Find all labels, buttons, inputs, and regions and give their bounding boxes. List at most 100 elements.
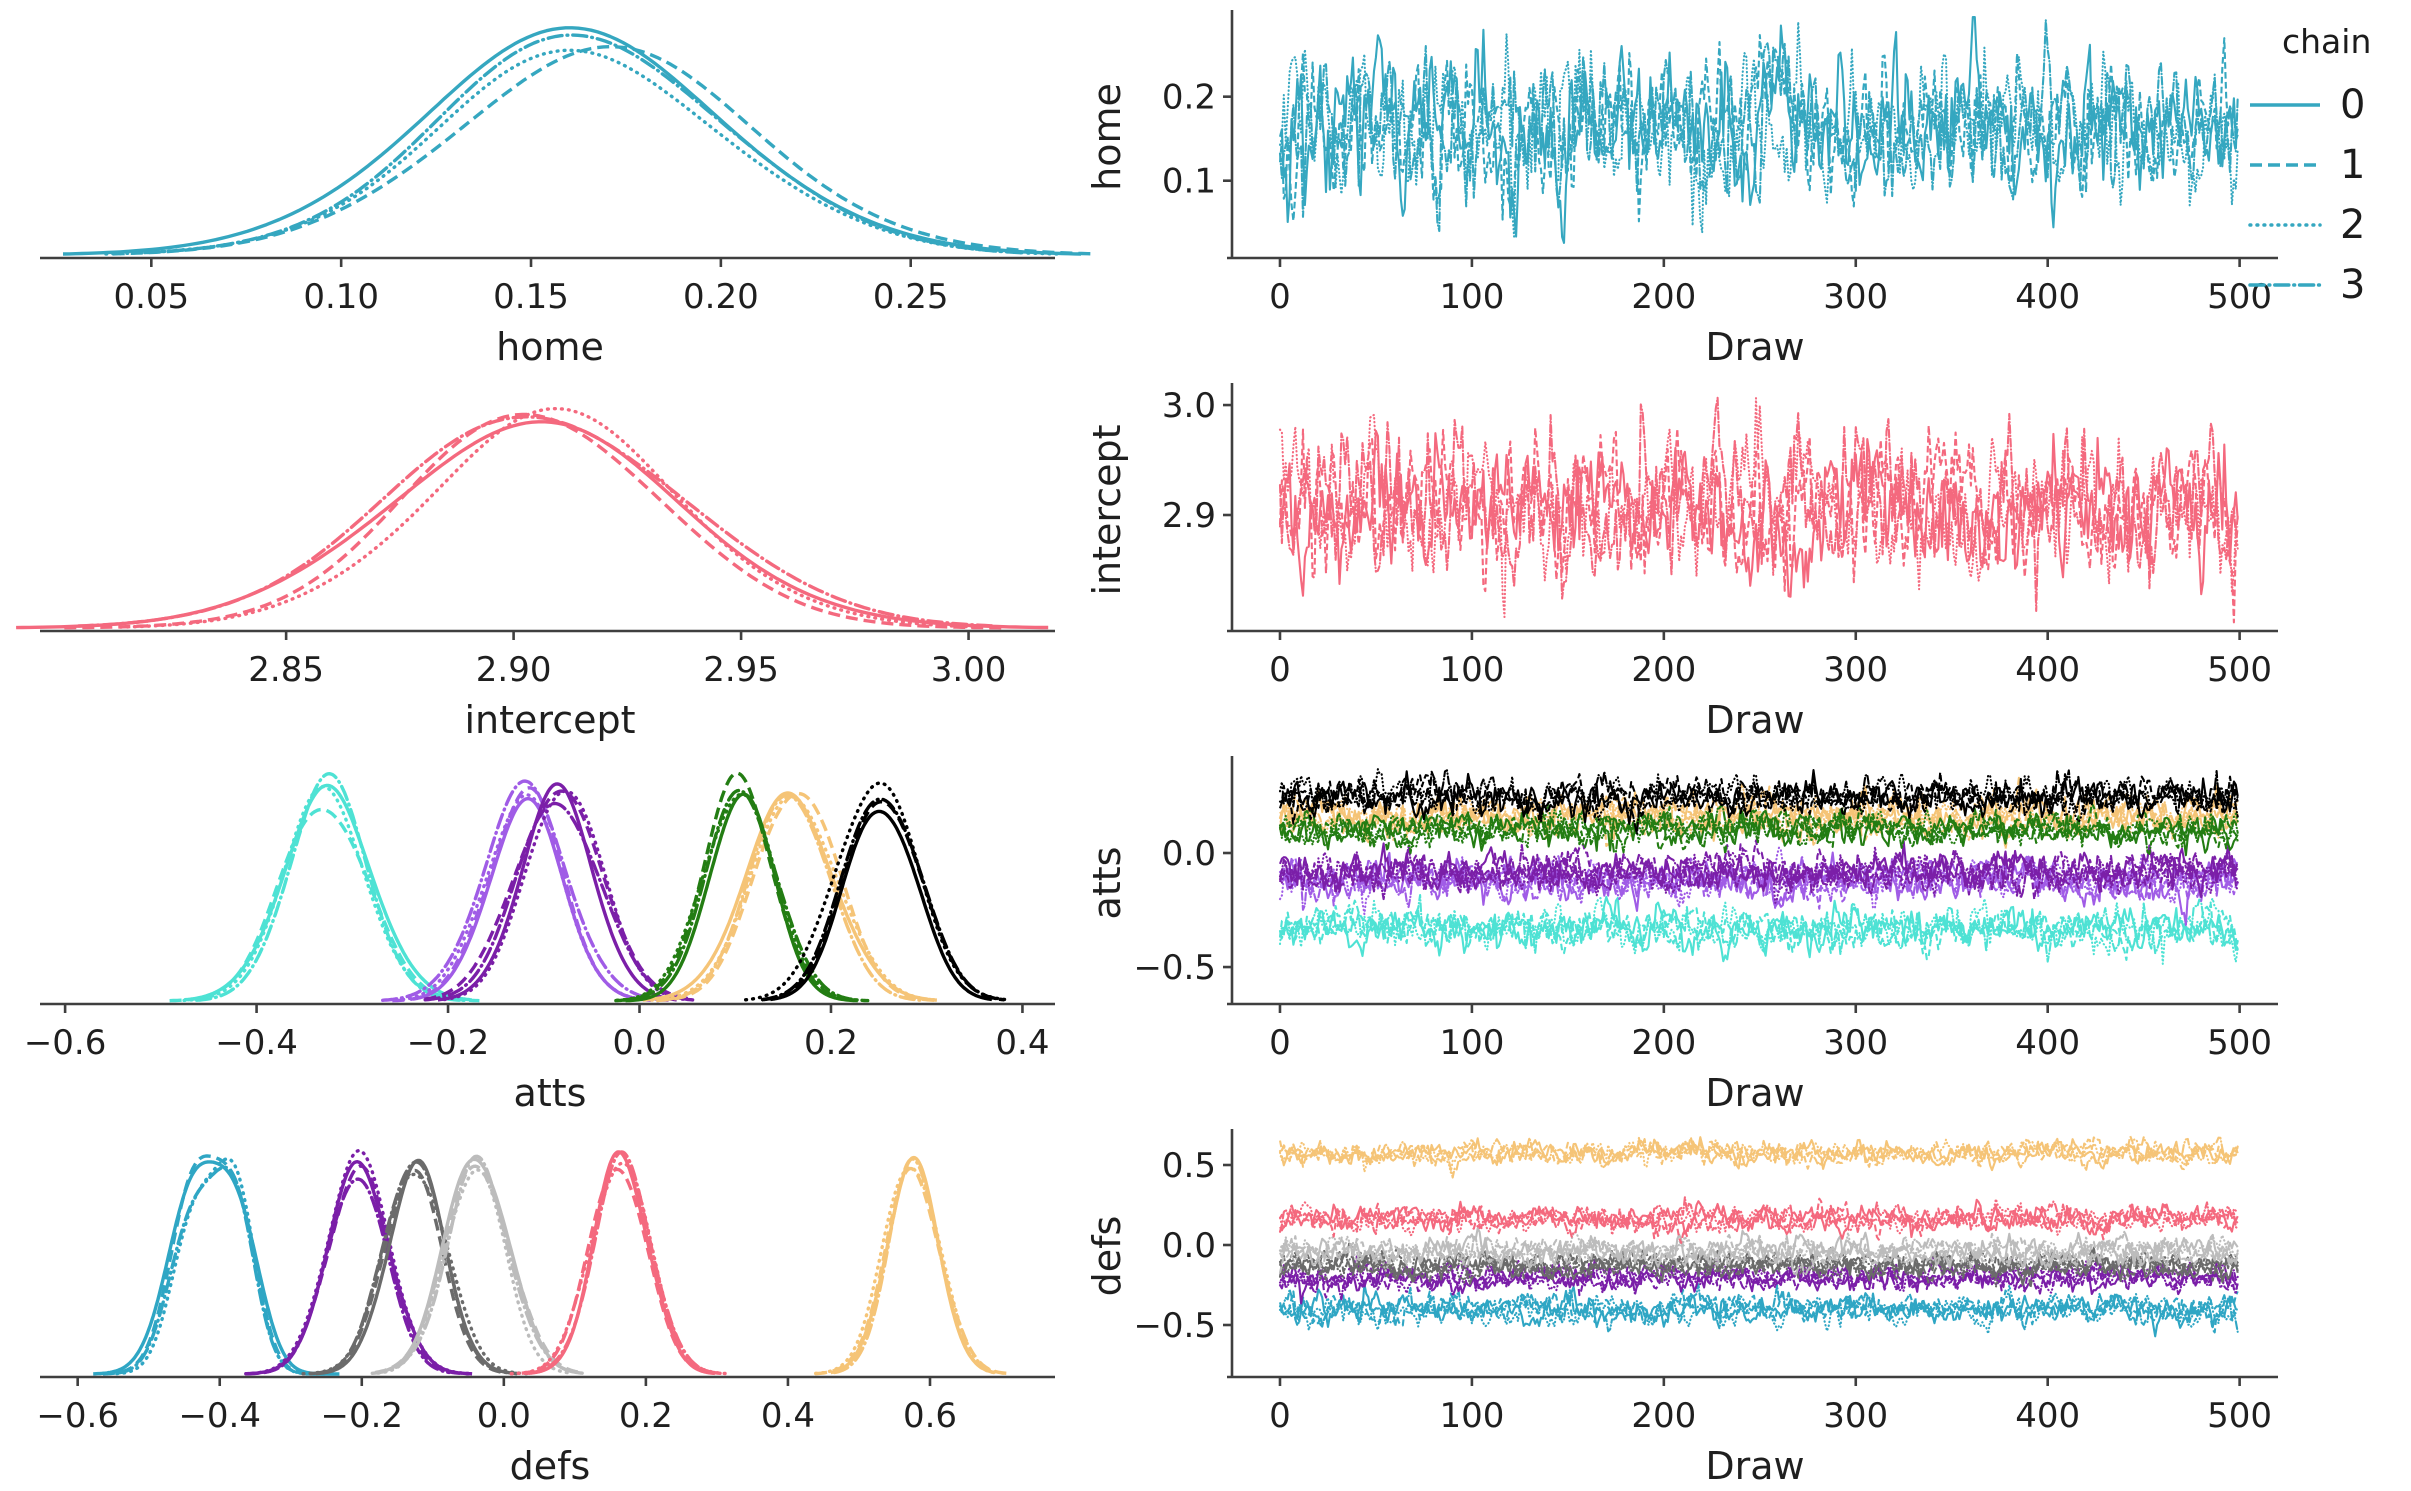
legend-label-chain-1: 1 (2340, 142, 2366, 188)
legend-item-chain-3: 3 (2238, 255, 2411, 315)
x-axis-label: atts (514, 1071, 587, 1115)
legend-item-chain-0: 0 (2238, 75, 2411, 135)
kde-curve-defs[1]-chain-2 (244, 1148, 473, 1376)
kde-curve-defs[5]-chain-3 (832, 1157, 996, 1375)
legend-line-chain-3 (2248, 283, 2322, 287)
x-axis-label: Draw (1705, 1071, 1804, 1115)
y-tick-label: 0.0 (1162, 834, 1216, 874)
legend-item-chain-1: 1 (2238, 135, 2411, 195)
y-tick-label: −0.5 (1133, 948, 1216, 988)
x-tick-label: 0.20 (683, 277, 759, 317)
trace-line-atts[5]-chain-3 (1278, 769, 2239, 835)
x-tick-label: 0.2 (804, 1023, 858, 1063)
kde-curve-atts[1]-chain-2 (394, 793, 652, 1002)
x-axis-label: Draw (1705, 325, 1804, 369)
trace-line-intercept-chain-3 (1278, 396, 2239, 613)
x-tick-label: 300 (1823, 277, 1888, 317)
trace-lines (1278, 15, 2239, 244)
trace-line-atts[0]-chain-0 (1278, 895, 2239, 963)
x-tick-label: 500 (2207, 1396, 2272, 1436)
kde-curve-intercept-chain-0 (16, 420, 1049, 630)
legend-label-chain-0: 0 (2340, 82, 2366, 128)
trace-line-defs[0]-chain-3 (1278, 1283, 2239, 1333)
kde-curve-defs[5]-chain-0 (830, 1155, 996, 1375)
x-tick-label: 300 (1823, 1023, 1888, 1063)
y-tick-label: −0.5 (1133, 1306, 1216, 1346)
x-tick-label: 500 (2207, 1023, 2272, 1063)
x-tick-label: 200 (1631, 650, 1696, 690)
x-tick-label: 400 (2015, 650, 2080, 690)
kde-curve-atts[3]-chain-3 (657, 793, 923, 1002)
kde-curve-atts[3]-chain-0 (642, 791, 937, 1002)
trace-line-atts[4]-chain-3 (1278, 803, 2239, 855)
x-tick-label: −0.6 (36, 1396, 119, 1436)
kde-curve-intercept-chain-2 (118, 406, 986, 629)
x-tick-label: 200 (1631, 1023, 1696, 1063)
x-tick-label: −0.4 (178, 1396, 261, 1436)
kde-curve-defs[4]-chain-0 (527, 1150, 716, 1376)
chain-legend: chain 0 1 2 3 (2238, 16, 2411, 315)
kde-plot-home: 0.05 0.10 0.15 0.20 0.25 home (40, 26, 1095, 369)
x-tick-label: −0.4 (215, 1023, 298, 1063)
y-tick-label: 0.1 (1162, 162, 1216, 202)
trace-line-atts[0]-chain-1 (1278, 899, 2239, 961)
kde-curve-defs[5]-chain-2 (814, 1166, 1010, 1376)
kde-curve-home-chain-1 (112, 45, 1095, 256)
trace-line-home-chain-1 (1278, 34, 2239, 223)
kde-curve-atts[2]-chain-0 (437, 782, 677, 1002)
y-axis-label: atts (1085, 847, 1129, 920)
x-tick-label: 500 (2207, 650, 2272, 690)
kde-curve-atts[0]-chain-0 (184, 783, 472, 1002)
trace-line-defs[4]-chain-3 (1278, 1196, 2239, 1238)
y-axis-label: intercept (1085, 425, 1129, 596)
x-tick-label: 3.00 (931, 650, 1007, 690)
x-tick-label: 200 (1631, 277, 1696, 317)
x-tick-label: 100 (1439, 1023, 1504, 1063)
x-axis-label: Draw (1705, 1444, 1804, 1488)
kde-curve-atts[0]-chain-2 (182, 784, 467, 1003)
kde-curve-atts[3]-chain-2 (649, 795, 940, 1002)
x-tick-label: 400 (2015, 1023, 2080, 1063)
trace-line-intercept-chain-0 (1278, 429, 2239, 598)
legend-line-chain-1 (2250, 163, 2320, 167)
kde-curve-defs[0]-chain-3 (117, 1165, 317, 1376)
x-tick-label: 2.95 (703, 650, 779, 690)
trace-line-defs[5]-chain-2 (1278, 1137, 2239, 1174)
legend-title: chain (2282, 22, 2372, 61)
trace-plot-atts: 0 100 200 300 400 500 Draw −0.5 0.0 atts (1085, 756, 2278, 1115)
trace-lines (1278, 396, 2239, 624)
kde-curve-home-chain-2 (104, 48, 1060, 256)
x-tick-label: 0.4 (995, 1023, 1049, 1063)
trace-line-home-chain-3 (1278, 18, 2239, 233)
kde-curve-atts[1]-chain-1 (392, 786, 659, 1003)
x-tick-label: 100 (1439, 650, 1504, 690)
y-tick-label: 2.9 (1162, 496, 1216, 536)
x-tick-label: 300 (1823, 1396, 1888, 1436)
x-tick-label: 0.10 (303, 277, 379, 317)
y-axis-label: home (1085, 83, 1129, 191)
kde-curve-defs[5]-chain-1 (814, 1166, 1012, 1376)
kde-curve-defs[2]-chain-1 (319, 1168, 507, 1375)
x-tick-label: 0.0 (612, 1023, 666, 1063)
kde-plot-atts: −0.6 −0.4 −0.2 0.0 0.2 0.4 atts (24, 771, 1055, 1115)
kde-curve-defs[3]-chain-1 (374, 1164, 582, 1375)
kde-curve-defs[3]-chain-2 (376, 1168, 573, 1375)
kde-curve-atts[5]-chain-1 (761, 800, 1005, 1002)
kde-curve-atts[4]-chain-2 (615, 792, 862, 1003)
kde-curve-defs[2]-chain-3 (308, 1160, 518, 1376)
kde-curve-atts[0]-chain-3 (194, 772, 461, 1002)
y-axis-label: defs (1085, 1216, 1129, 1297)
kde-curve-atts[2]-chain-3 (423, 801, 695, 1002)
x-axis-label: defs (510, 1444, 591, 1488)
x-tick-label: 0 (1269, 277, 1291, 317)
x-tick-label: 0.2 (619, 1396, 673, 1436)
kde-curve-defs[1]-chain-1 (246, 1164, 469, 1376)
trace-line-atts[3]-chain-3 (1278, 776, 2239, 847)
trace-lines (1278, 1134, 2239, 1338)
trace-line-defs[5]-chain-1 (1278, 1134, 2239, 1171)
kde-curve-atts[5]-chain-2 (744, 781, 1009, 1002)
x-tick-label: 200 (1631, 1396, 1696, 1436)
x-tick-label: −0.2 (320, 1396, 403, 1436)
kde-curve-defs[4]-chain-1 (521, 1167, 716, 1375)
